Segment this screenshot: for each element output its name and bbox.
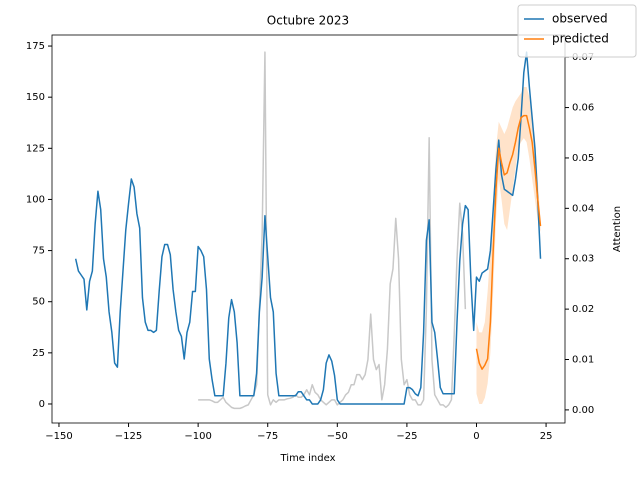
predicted-line <box>475 114 542 370</box>
x-tick-label: −75 <box>257 431 278 442</box>
observed-line <box>74 51 542 405</box>
y-tick-label: 0 <box>39 399 45 410</box>
attention-line <box>198 51 467 410</box>
y-tick-label: 50 <box>32 297 45 308</box>
y2-tick-label: 0.04 <box>572 203 594 214</box>
x-tick-label: 0 <box>473 431 479 442</box>
y-tick-label: 100 <box>26 194 45 205</box>
x-tick-label: −25 <box>396 431 417 442</box>
legend-label: observed <box>552 12 608 26</box>
y2-tick-label: 0.00 <box>572 405 594 416</box>
y2-tick-label: 0.01 <box>572 355 594 366</box>
chart-title: Octubre 2023 <box>267 14 349 28</box>
x-axis-label: Time index <box>279 453 335 464</box>
x-tick-label: 25 <box>540 431 553 442</box>
y2-tick-label: 0.07 <box>572 52 594 63</box>
y2-tick-label: 0.06 <box>572 103 594 114</box>
y2-tick-label: 0.05 <box>572 153 594 164</box>
x-tick-label: −100 <box>184 431 211 442</box>
x-tick-label: −125 <box>115 431 142 442</box>
y-tick-label: 175 <box>26 41 45 52</box>
y-tick-label: 150 <box>26 92 45 103</box>
y-tick-label: 25 <box>32 348 45 359</box>
x-tick-label: −50 <box>327 431 348 442</box>
plot-frame <box>51 34 566 424</box>
y2-axis-label: Attention <box>612 206 623 252</box>
y-tick-label: 75 <box>32 246 45 257</box>
prediction-band <box>476 86 541 404</box>
y-tick-label: 125 <box>26 143 45 154</box>
legend-box <box>517 4 637 58</box>
y2-tick-label: 0.03 <box>572 254 594 265</box>
y2-tick-label: 0.02 <box>572 304 594 315</box>
x-tick-label: −150 <box>45 431 72 442</box>
legend-label: predicted <box>552 32 609 46</box>
